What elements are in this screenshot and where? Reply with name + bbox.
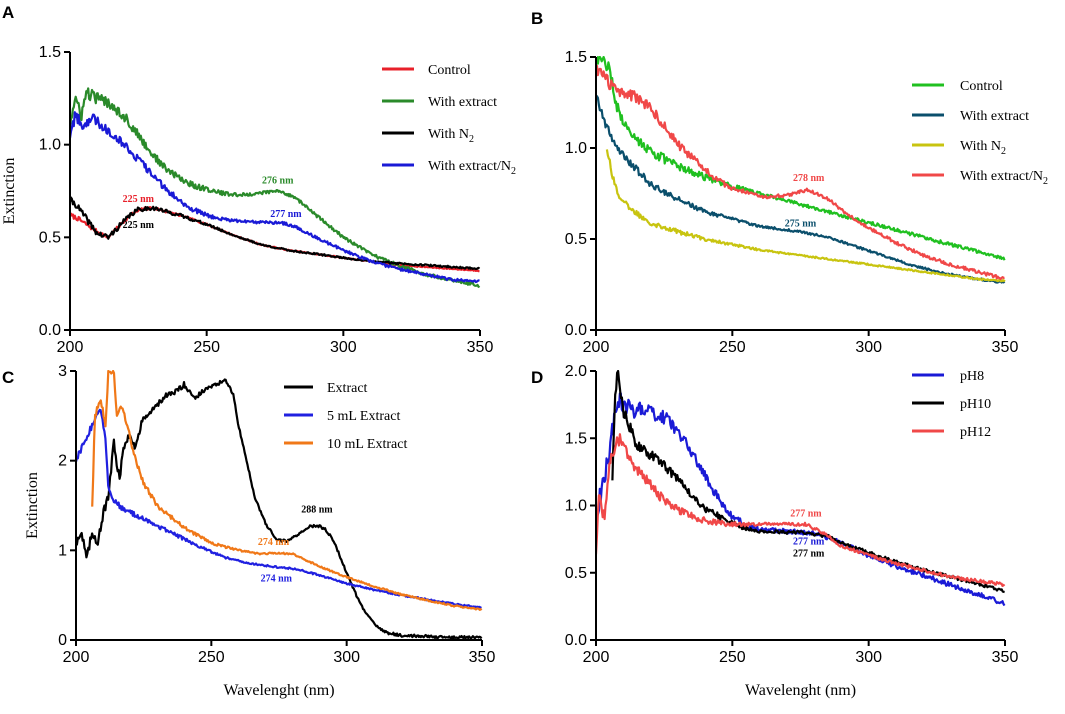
x-tick-label: 350 — [467, 339, 494, 356]
series-line-1 — [597, 392, 1006, 607]
panel-d: D 200 250 300 350 0.0 0.5 1.0 1.5 2.0 Wavelenght … — [531, 363, 1018, 699]
x-tick-label: 350 — [992, 339, 1019, 356]
panel-b: B 200 250 300 350 0.0 0.5 1.0 1.5 Control With ex… — [531, 9, 1048, 356]
panel-letter-b: B — [531, 9, 543, 28]
peak-annotation: 277 nm — [793, 549, 825, 560]
y-tick-label: 0.5 — [565, 231, 587, 248]
peak-annotation: 275 nm — [785, 218, 817, 229]
y-tick-label: 0.0 — [565, 322, 587, 339]
y-tick-label: 0.0 — [565, 632, 587, 649]
series-line-3 — [605, 149, 1006, 283]
y-tick-label: 1.0 — [565, 140, 587, 157]
peak-annotation: 277 nm — [793, 537, 825, 548]
peak-annotation: 274 nm — [258, 537, 290, 548]
x-tick-label: 300 — [333, 649, 360, 666]
legend-label: Control — [960, 79, 1003, 94]
x-tick-label: 350 — [469, 649, 496, 666]
panel-a: A 200 250 300 350 0.0 0.5 1.0 1.5 Extinction Cont… — [1, 3, 516, 356]
legend-label: pH10 — [960, 397, 991, 412]
panel-c: C 200 250 300 350 0 1 2 3 Extinction Wavelenght (… — [2, 363, 495, 699]
x-tick-label: 200 — [583, 649, 610, 666]
x-tick-label: 250 — [719, 649, 746, 666]
peak-annotation: 274 nm — [261, 574, 293, 585]
legend-label: With extract — [960, 109, 1029, 124]
y-axis-title: Extinction — [24, 472, 41, 539]
legend-label: With N2 — [428, 127, 474, 145]
y-tick-label: 0.5 — [565, 565, 587, 582]
series-line-3 — [597, 433, 1006, 587]
legend-label: With N2 — [960, 139, 1006, 157]
panel-letter-c: C — [2, 368, 14, 387]
y-tick-label: 1.5 — [39, 44, 61, 61]
legend-label: With extract/N2 — [960, 169, 1048, 187]
x-tick-label: 200 — [63, 649, 90, 666]
y-tick-label: 0.5 — [39, 229, 61, 246]
x-tick-label: 200 — [57, 339, 84, 356]
legend-label: With extract/N2 — [428, 159, 516, 177]
y-axis-title: Extinction — [1, 158, 18, 225]
x-tick-label: 300 — [855, 649, 882, 666]
peak-annotation: 277 nm — [270, 209, 302, 220]
y-tick-label: 1.0 — [565, 498, 587, 515]
series-line-1 — [597, 56, 1006, 261]
panel-letter-d: D — [531, 368, 543, 387]
y-tick-label: 1.5 — [565, 49, 587, 66]
series-line-2 — [71, 87, 481, 288]
peak-annotation: 225 nm — [123, 220, 155, 231]
x-tick-label: 250 — [193, 339, 220, 356]
x-axis-title: Wavelenght (nm) — [745, 682, 856, 699]
peak-annotation: 278 nm — [793, 173, 825, 184]
x-axis-title: Wavelenght (nm) — [223, 682, 334, 699]
peak-annotation: 276 nm — [262, 176, 294, 187]
peak-annotation: 288 nm — [301, 505, 333, 516]
y-tick-label: 1.0 — [39, 137, 61, 154]
y-tick-label: 0 — [58, 632, 67, 649]
legend-label: Extract — [327, 381, 368, 396]
x-tick-label: 250 — [719, 339, 746, 356]
peak-annotation: 225 nm — [123, 194, 155, 205]
x-tick-label: 300 — [855, 339, 882, 356]
series-line-4 — [71, 111, 480, 284]
series-line-3 — [71, 196, 481, 271]
legend-label: 10 mL Extract — [327, 437, 407, 452]
x-tick-label: 200 — [583, 339, 610, 356]
y-tick-label: 1 — [58, 542, 67, 559]
y-tick-label: 2 — [58, 453, 67, 470]
y-tick-label: 1.5 — [565, 430, 587, 447]
legend-label: 5 mL Extract — [327, 409, 400, 424]
y-tick-label: 2.0 — [565, 363, 587, 380]
panel-letter-a: A — [2, 3, 14, 22]
legend-label: pH12 — [960, 425, 991, 440]
x-tick-label: 350 — [992, 649, 1019, 666]
x-tick-label: 300 — [330, 339, 357, 356]
series-line-4 — [597, 64, 1005, 281]
x-tick-label: 250 — [198, 649, 225, 666]
series-line-1 — [77, 378, 483, 639]
series-line-2 — [597, 94, 1006, 284]
series-line-3 — [91, 370, 483, 611]
legend-label: Control — [428, 63, 471, 78]
legend-label: With extract — [428, 95, 497, 110]
y-tick-label: 0.0 — [39, 322, 61, 339]
peak-annotation: 277 nm — [790, 508, 822, 519]
y-tick-label: 3 — [58, 363, 67, 380]
legend-label: pH8 — [960, 369, 984, 384]
